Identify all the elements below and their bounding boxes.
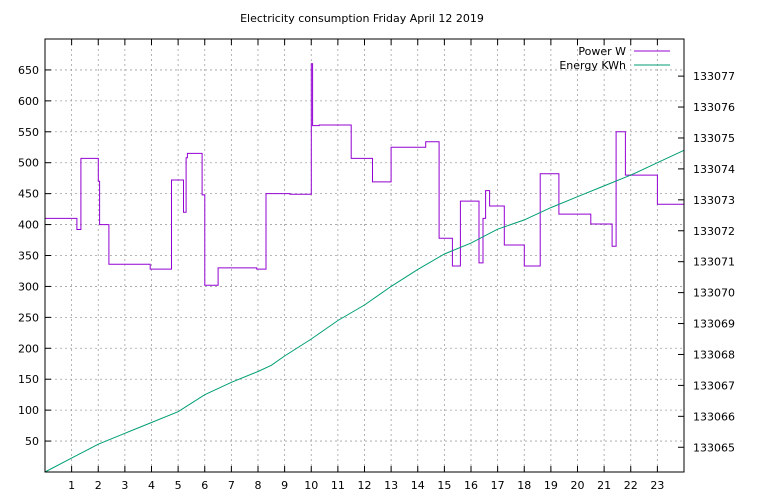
x-tick-label: 20 bbox=[571, 479, 585, 492]
series-line-power-w bbox=[45, 63, 684, 286]
y-tick-label: 300 bbox=[18, 280, 39, 293]
y2-tick-label: 133071 bbox=[693, 256, 735, 269]
ticks: 1 2 3 4 5 6 7 8 9 10 11 12 13 14 15 16 17 18 19 20 21 22 23501… bbox=[18, 39, 735, 492]
series-layer bbox=[44, 63, 685, 473]
y2-tick-label: 133070 bbox=[693, 287, 735, 300]
y2-tick-label: 133069 bbox=[693, 318, 735, 331]
y2-tick-label: 133066 bbox=[693, 410, 735, 423]
y-tick-label: 50 bbox=[25, 435, 39, 448]
x-tick-label: 8 bbox=[255, 479, 262, 492]
x-tick-label: 19 bbox=[544, 479, 558, 492]
y2-tick-label: 133074 bbox=[693, 163, 735, 176]
y2-tick-label: 133067 bbox=[693, 379, 735, 392]
y-tick-label: 650 bbox=[18, 64, 39, 77]
y-tick-label: 600 bbox=[18, 95, 39, 108]
legend-label-power-w: Power W bbox=[578, 45, 626, 58]
x-tick-label: 10 bbox=[304, 479, 318, 492]
y-tick-label: 250 bbox=[18, 311, 39, 324]
x-tick-label: 22 bbox=[624, 479, 638, 492]
x-tick-label: 21 bbox=[597, 479, 611, 492]
y-tick-label: 350 bbox=[18, 250, 39, 263]
y2-tick-label: 133077 bbox=[693, 70, 735, 83]
x-tick-label: 18 bbox=[517, 479, 531, 492]
y-tick-label: 400 bbox=[18, 219, 39, 232]
x-tick-label: 2 bbox=[95, 479, 102, 492]
x-tick-label: 5 bbox=[175, 479, 182, 492]
chart-title: Electricity consumption Friday April 12 … bbox=[240, 12, 484, 25]
x-tick-label: 15 bbox=[437, 479, 451, 492]
x-tick-label: 11 bbox=[331, 479, 345, 492]
y2-tick-label: 133072 bbox=[693, 225, 735, 238]
y2-tick-label: 133073 bbox=[693, 194, 735, 207]
y-tick-label: 550 bbox=[18, 126, 39, 139]
y-tick-label: 500 bbox=[18, 157, 39, 170]
y-tick-label: 200 bbox=[18, 342, 39, 355]
x-tick-label: 3 bbox=[121, 479, 128, 492]
series-line-energy-kwh bbox=[44, 149, 685, 473]
x-tick-label: 7 bbox=[228, 479, 235, 492]
x-tick-label: 13 bbox=[384, 479, 398, 492]
legend-label-energy-kwh: Energy KWh bbox=[559, 59, 626, 72]
y2-tick-label: 133068 bbox=[693, 348, 735, 361]
x-tick-label: 12 bbox=[358, 479, 372, 492]
x-tick-label: 9 bbox=[281, 479, 288, 492]
x-tick-label: 6 bbox=[201, 479, 208, 492]
y-tick-label: 100 bbox=[18, 404, 39, 417]
x-tick-label: 17 bbox=[491, 479, 505, 492]
x-tick-label: 1 bbox=[68, 479, 75, 492]
x-tick-label: 16 bbox=[464, 479, 478, 492]
x-tick-label: 4 bbox=[148, 479, 155, 492]
y2-tick-label: 133075 bbox=[693, 132, 735, 145]
x-tick-label: 14 bbox=[411, 479, 425, 492]
y-tick-label: 150 bbox=[18, 373, 39, 386]
grid bbox=[45, 39, 684, 472]
x-tick-label: 23 bbox=[650, 479, 664, 492]
y2-tick-label: 133065 bbox=[693, 441, 735, 454]
y2-tick-label: 133076 bbox=[693, 101, 735, 114]
y-tick-label: 450 bbox=[18, 188, 39, 201]
